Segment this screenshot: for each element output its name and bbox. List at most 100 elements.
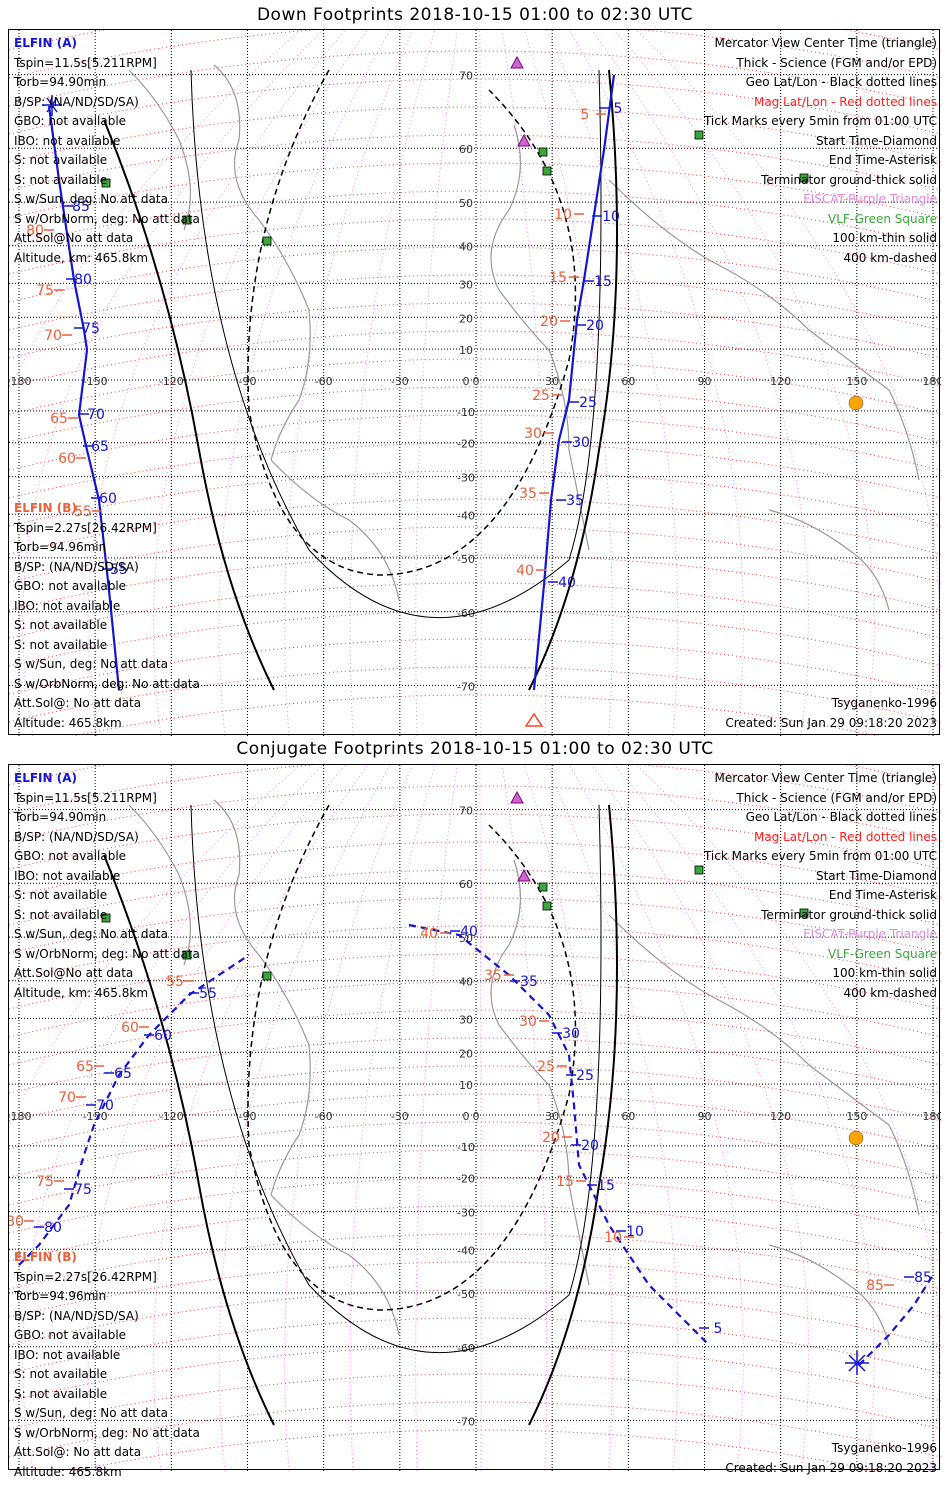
legend: Mercator View Center Time (triangle) Thi… <box>704 769 937 1003</box>
elfin-b-info: ELFIN (B) Tspin=2.27s[26.42RPM] Torb=94.… <box>14 499 200 733</box>
lon-tick-label: 60 <box>621 1110 635 1123</box>
mag-lon-line <box>479 765 482 1471</box>
elfin-b-tick-label: 60 <box>58 451 76 467</box>
elfin-b-tick-label: 35 <box>484 968 502 984</box>
elfin-b-tick-label: 65 <box>50 411 68 427</box>
lat-tick-label: 60 <box>459 878 473 891</box>
legend-100km: 100 km-thin solid <box>832 231 937 245</box>
info-line: GBO: not available <box>14 1328 127 1342</box>
lat-tick-label: 20 <box>459 312 473 325</box>
lat-tick-label: 10 <box>459 344 473 357</box>
lon-tick-label: -60 <box>315 375 333 388</box>
created-timestamp: Created: Sun Jan 29 09:18:20 2023 <box>725 716 937 730</box>
legend-eiscat: EISCAT-Purple Triangle <box>803 927 937 941</box>
lat-tick-label: 50 <box>459 932 473 945</box>
info-line: S: not available <box>14 637 108 652</box>
lat-tick-label: -20 <box>457 438 475 451</box>
elfin-a-tick-label: 80 <box>44 1220 62 1236</box>
vlf-square-icon <box>262 236 272 246</box>
legend-start: Start Time-Diamond <box>815 868 937 883</box>
info-line: S: not available <box>14 1386 108 1401</box>
info-line: S w/OrbNorm, deg: No att data <box>14 946 200 961</box>
info-line: B/SP: (NA/ND/SD/SA) <box>14 1308 139 1323</box>
lon-tick-label: 150 <box>846 375 867 388</box>
coastline <box>768 509 890 611</box>
mag-lon-line <box>546 30 679 736</box>
info-line: B/SP: (NA/ND/SD/SA) <box>14 94 139 109</box>
lat-tick-label: -70 <box>457 680 475 693</box>
sun-icon <box>848 395 864 411</box>
elfin-b-tick-label: 35 <box>519 486 537 502</box>
legend: Mercator View Center Time (triangle) Thi… <box>704 34 937 268</box>
lon-tick-label: 90 <box>698 1110 712 1123</box>
mag-lat-line <box>9 134 941 191</box>
mag-lat-line <box>9 981 941 1038</box>
mag-lat-line <box>9 302 941 359</box>
elfin-a-tick-label: 20 <box>586 318 604 334</box>
elfin-a-tick-label: 35 <box>566 493 584 509</box>
mag-lat-line <box>9 1205 941 1262</box>
model-label: Tsyganenko-1996 <box>831 696 937 710</box>
vlf-square-icon <box>182 215 192 225</box>
elfin-b-tick-label: 55 <box>166 974 184 990</box>
elfin-a-track <box>408 923 710 1346</box>
elfin-b-tick-label: 70 <box>58 1090 76 1106</box>
mag-lat-line <box>9 1149 941 1206</box>
elfin-b-tick-label: 60 <box>121 1020 139 1036</box>
elfin-a-tick-label: 70 <box>87 407 105 423</box>
vlf-square-icon <box>262 971 272 981</box>
coastline <box>213 799 311 1196</box>
mag-lat-line <box>9 1373 941 1430</box>
mag-lat-line <box>9 1121 941 1178</box>
eiscat-triangle-icon <box>517 133 531 147</box>
lat-tick-label: 40 <box>459 241 473 254</box>
coastline <box>490 859 590 1286</box>
elfin-b-tick-label: 30 <box>519 1014 537 1030</box>
mag-lat-line <box>9 78 941 135</box>
mag-lat-line <box>9 1233 941 1290</box>
lon-tick-label: 0 <box>473 375 480 388</box>
panel-title: Conjugate Footprints 2018-10-15 01:00 to… <box>236 739 714 759</box>
vlf-square-icon <box>182 950 192 960</box>
mag-lon-line <box>636 30 941 736</box>
elfin-a-tick-label: 75 <box>82 321 100 337</box>
map-canvas: 706050403020100-10-20-30-40-50-60-70-180… <box>9 30 941 736</box>
vlf-square-icon <box>538 147 548 157</box>
mag-lon-line <box>501 30 548 736</box>
info-line: Altitude, km: 465.8km <box>14 250 149 265</box>
info-line: Tspin=11.5s[5.211RPM] <box>14 790 157 805</box>
info-line: GBO: not available <box>14 114 127 128</box>
mag-lat-line <box>9 897 941 954</box>
lat-tick-label: -10 <box>457 1141 475 1154</box>
mag-lon-line <box>546 765 679 1471</box>
coastline <box>768 1244 890 1346</box>
elfin-a-tick-label: 85 <box>72 199 90 215</box>
elfin-b-tick-label: 40 <box>420 926 438 942</box>
info-line: S w/OrbNorm, deg: No att data <box>14 1425 200 1440</box>
elfin-b-tick-label: 55 <box>74 504 92 520</box>
lat-tick-label: 10 <box>459 1079 473 1092</box>
elfin-a-label: ELFIN (A) <box>14 36 77 50</box>
mag-lat-line <box>9 1009 941 1066</box>
info-line: S w/Sun, deg: No att data <box>14 657 168 671</box>
elfin-a-tick-label: 60 <box>154 1028 172 1044</box>
legend-mag: Mag Lat/Lon - Red dotted lines <box>753 829 937 844</box>
mag-lon-line <box>415 765 458 1471</box>
down-footprints-panel: Down Footprints 2018-10-15 01:00 to 02:3… <box>0 0 950 745</box>
legend-400km: 400 km-dashed <box>843 985 937 1000</box>
info-line: S: not available <box>14 907 108 922</box>
lon-tick-label: 30 <box>545 1110 559 1123</box>
vlf-square-icon <box>799 173 809 183</box>
info-line: S w/Sun, deg: No att data <box>14 1406 168 1420</box>
lon-tick-label: 90 <box>698 375 712 388</box>
footprint-400km-line <box>247 804 577 1311</box>
mag-lat-line <box>9 785 941 842</box>
elfin-b-info: ELFIN (B) Tspin=2.27s[26.42RPM] Torb=94.… <box>14 1248 200 1482</box>
elfin-a-tick-label: 10 <box>626 1224 644 1240</box>
info-line: Tspin=2.27s[26.42RPM] <box>14 520 157 535</box>
footprint-100km-line <box>190 69 602 619</box>
elfin-b-tick-label: 5 <box>581 107 590 123</box>
lat-tick-label: 60 <box>459 143 473 156</box>
mag-lon-line <box>284 765 413 1471</box>
info-line: S: not available <box>14 888 108 902</box>
